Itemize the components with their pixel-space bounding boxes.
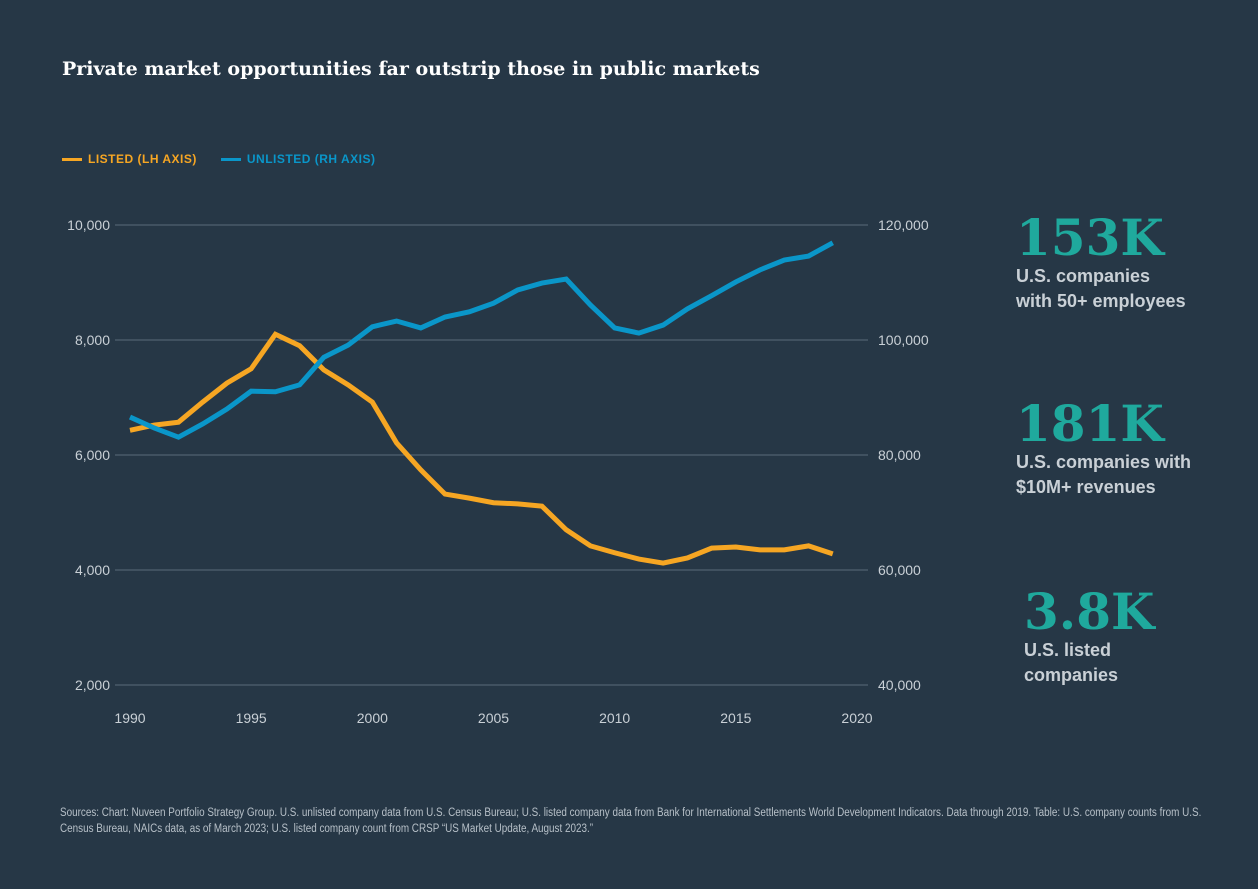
y-tick-right: 40,000 bbox=[878, 677, 921, 693]
series-line-unlisted bbox=[128, 240, 834, 440]
stat-value: 153K bbox=[1016, 208, 1164, 267]
y-tick-left: 10,000 bbox=[67, 217, 110, 233]
stat-value: 3.8K bbox=[1024, 582, 1155, 641]
x-tick: 1990 bbox=[114, 710, 145, 726]
y-tick-right: 100,000 bbox=[878, 332, 929, 348]
stat-value: 181K bbox=[1016, 394, 1164, 453]
sources-note: Sources: Chart: Nuveen Portfolio Strateg… bbox=[60, 807, 1202, 835]
stat-50-employees: 153K U.S. companies with 50+ employees bbox=[1016, 212, 1186, 314]
stat-10m-revenues: 181K U.S. companies with $10M+ revenues bbox=[1016, 398, 1191, 500]
stat-listed: 3.8K U.S. listed companies bbox=[1024, 586, 1154, 688]
series-line-listed bbox=[129, 331, 834, 566]
legend-swatch-listed bbox=[62, 157, 82, 161]
y-tick-left: 8,000 bbox=[75, 332, 110, 348]
stat-label: U.S. listed companies bbox=[1024, 640, 1119, 685]
y-tick-right: 80,000 bbox=[878, 447, 921, 463]
x-tick: 2005 bbox=[478, 710, 509, 726]
x-tick: 2020 bbox=[841, 710, 872, 726]
legend-item-unlisted: UNLISTED (RH AXIS) bbox=[220, 152, 376, 166]
y-tick-right: 120,000 bbox=[878, 217, 929, 233]
legend-label-listed: LISTED (LH AXIS) bbox=[88, 152, 197, 166]
y-tick-right: 60,000 bbox=[878, 562, 921, 578]
y-tick-left: 2,000 bbox=[75, 677, 110, 693]
chart-title: Private market opportunities far outstri… bbox=[62, 58, 760, 80]
legend-item-listed: LISTED (LH AXIS) bbox=[62, 152, 197, 166]
x-tick: 2010 bbox=[599, 710, 630, 726]
x-tick: 1995 bbox=[236, 710, 267, 726]
stat-label: U.S. companies with 50+ employees bbox=[1016, 266, 1186, 311]
legend: LISTED (LH AXIS) UNLISTED (RH AXIS) bbox=[62, 152, 375, 166]
stat-label: U.S. companies with $10M+ revenues bbox=[1016, 452, 1192, 497]
y-tick-left: 6,000 bbox=[75, 447, 110, 463]
x-tick: 2015 bbox=[720, 710, 751, 726]
legend-label-unlisted: UNLISTED (RH AXIS) bbox=[246, 152, 376, 166]
y-tick-left: 4,000 bbox=[75, 562, 110, 578]
x-tick: 2000 bbox=[357, 710, 388, 726]
legend-swatch-unlisted bbox=[220, 157, 241, 161]
